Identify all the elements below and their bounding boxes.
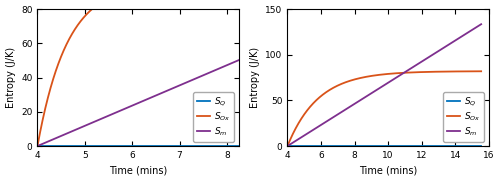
Y-axis label: Entropy (J/K): Entropy (J/K): [6, 47, 16, 108]
$S_{Ox}$: [304, 109, 310, 111]
$S_m$: [34, 145, 40, 147]
$S_{Ox}$: [34, 145, 40, 147]
$S_{Ox}$: [478, 70, 484, 72]
$S_Q$: [284, 145, 290, 147]
$S_Q$: [439, 145, 445, 147]
X-axis label: Time (mins): Time (mins): [359, 165, 417, 175]
$S_m$: [172, 86, 178, 88]
$S_Q$: [192, 144, 198, 147]
$S_Q$: [304, 145, 310, 147]
$S_m$: [192, 78, 198, 80]
$S_{Ox}$: [284, 145, 290, 147]
$S_Q$: [478, 145, 484, 147]
Legend: $S_Q$, $S_{Ox}$, $S_m$: $S_Q$, $S_{Ox}$, $S_m$: [194, 92, 234, 142]
$S_Q$: [116, 144, 122, 147]
$S_Q$: [363, 145, 369, 147]
X-axis label: Time (mins): Time (mins): [109, 165, 167, 175]
$S_{Ox}$: [55, 64, 61, 66]
$S_Q$: [34, 144, 40, 147]
$S_{Ox}$: [439, 71, 445, 73]
$S_m$: [236, 59, 242, 61]
$S_Q$: [123, 144, 129, 147]
$S_m$: [370, 91, 376, 93]
$S_m$: [55, 136, 61, 138]
$S_{Ox}$: [370, 75, 376, 77]
$S_{Ox}$: [418, 71, 424, 73]
$S_Q$: [436, 145, 442, 147]
$S_m$: [439, 48, 445, 50]
$S_Q$: [195, 144, 201, 147]
$S_m$: [284, 145, 290, 147]
Line: $S_{Ox}$: $S_{Ox}$: [38, 0, 238, 146]
Legend: $S_Q$, $S_{Ox}$, $S_m$: $S_Q$, $S_{Ox}$, $S_m$: [444, 92, 484, 142]
Line: $S_m$: $S_m$: [38, 60, 238, 146]
$S_m$: [418, 61, 424, 64]
$S_{Ox}$: [363, 76, 369, 78]
Line: $S_{Ox}$: $S_{Ox}$: [288, 71, 481, 146]
Line: $S_m$: $S_m$: [288, 24, 481, 146]
$S_m$: [478, 23, 484, 25]
$S_Q$: [172, 144, 178, 147]
$S_m$: [195, 76, 201, 79]
$S_Q$: [418, 145, 424, 147]
$S_Q$: [236, 144, 242, 147]
$S_Q$: [370, 145, 376, 147]
$S_m$: [116, 110, 122, 112]
$S_Q$: [55, 144, 61, 147]
$S_m$: [436, 50, 442, 52]
$S_m$: [363, 96, 369, 98]
$S_m$: [123, 107, 129, 109]
$S_{Ox}$: [436, 71, 442, 73]
Y-axis label: Entropy (J/K): Entropy (J/K): [250, 47, 260, 108]
$S_m$: [304, 132, 310, 135]
